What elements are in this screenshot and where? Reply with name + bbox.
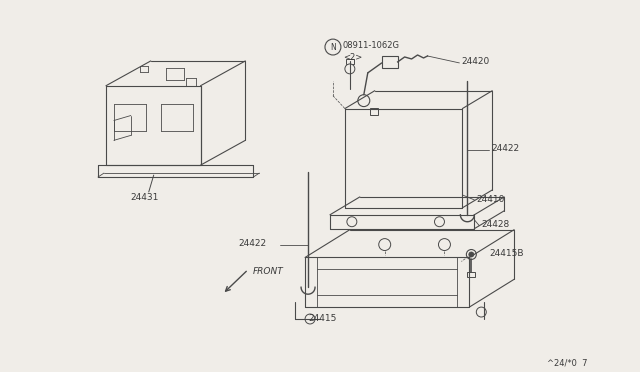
Text: ^24/*0  7: ^24/*0 7 [547, 359, 588, 368]
Circle shape [476, 307, 486, 317]
Circle shape [467, 250, 476, 259]
Text: FRONT: FRONT [252, 267, 283, 276]
Bar [370, 108, 378, 115]
Circle shape [379, 238, 390, 250]
Bar [381, 56, 397, 68]
Text: 24415: 24415 [308, 314, 337, 323]
Text: 24410: 24410 [476, 195, 505, 204]
Circle shape [325, 39, 341, 55]
Text: 24422: 24422 [492, 144, 520, 153]
Circle shape [347, 217, 357, 227]
Circle shape [305, 314, 315, 324]
Text: 24415B: 24415B [489, 248, 524, 257]
Circle shape [345, 64, 355, 74]
Bar [346, 59, 354, 64]
Text: 24431: 24431 [131, 193, 159, 202]
Text: 24428: 24428 [481, 220, 509, 229]
Text: 24422: 24422 [238, 238, 266, 248]
Circle shape [438, 238, 451, 250]
Circle shape [469, 252, 474, 257]
Circle shape [358, 95, 370, 107]
Text: N: N [330, 42, 336, 52]
Circle shape [435, 217, 444, 227]
Text: 24420: 24420 [461, 57, 490, 66]
Bar [467, 272, 476, 277]
Text: 08911-1062G: 08911-1062G [343, 41, 400, 50]
Text: <2>: <2> [343, 53, 362, 62]
